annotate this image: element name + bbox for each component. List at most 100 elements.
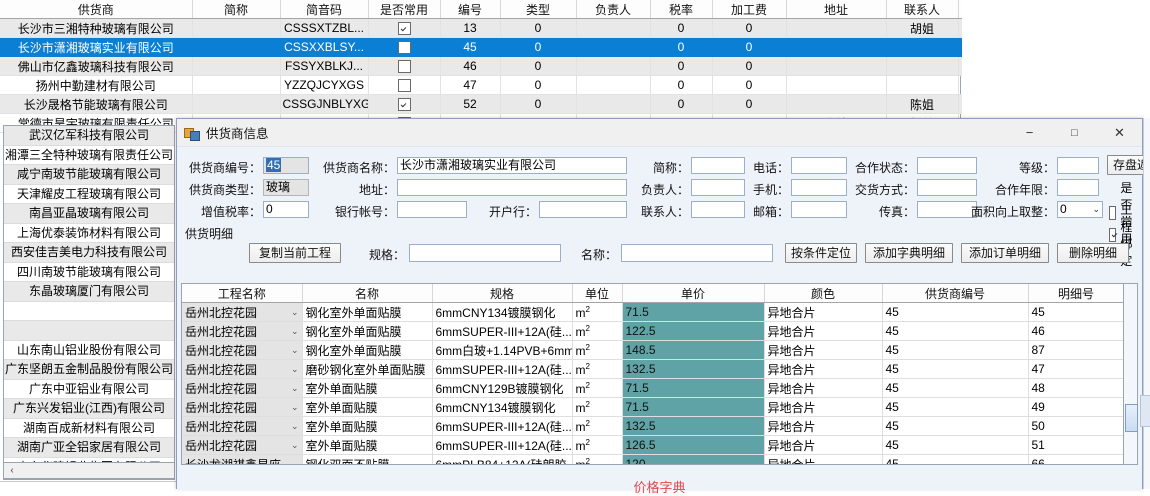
bank-account-input[interactable] (397, 201, 467, 218)
save-return-button[interactable]: 存盘返回 (1107, 155, 1150, 175)
col-abbr[interactable]: 简称 (192, 0, 281, 19)
chevron-down-icon[interactable]: ⌄ (290, 459, 299, 465)
project-combo-cell[interactable]: 长沙龙湖祺鑫星座 ⌄ (182, 454, 303, 465)
dcol-color[interactable]: 颜色 (764, 284, 883, 303)
table-row[interactable]: 岳州北控花园 ⌄ 室外单面贴膜 6mmCNY134镀膜钢化 m2 71.5 异地合片 45 49 (182, 397, 1125, 417)
detail-grid-scroll-thumb[interactable] (1125, 404, 1138, 432)
add-dict-detail-button[interactable]: 添加字典明细 (865, 243, 953, 263)
col-code[interactable]: 简音码 (280, 0, 369, 19)
chevron-down-icon[interactable]: ⌄ (290, 383, 299, 393)
table-row[interactable]: 长沙市三湘特种玻璃有限公司 CSSSXTZBL... 13 0 0 0 胡姐 (0, 18, 1021, 38)
close-icon[interactable]: ✕ (1114, 124, 1125, 140)
table-row[interactable]: 岳州北控花园 ⌄ 室外单面贴膜 6mmSUPER-III+12A(硅... m2 126.… (182, 435, 1125, 455)
list-item[interactable]: 四川南玻节能玻璃有限公司 (4, 263, 174, 282)
abbr-input[interactable] (691, 157, 745, 174)
dcol-name[interactable]: 名称 (302, 284, 433, 303)
dcol-spec[interactable]: 规格 (432, 284, 573, 303)
name-filter-input[interactable] (621, 244, 773, 262)
table-row[interactable]: 岳州北控花园 ⌄ 磨砂钢化室外单面贴膜 6mmSUPER-III+12A(硅... m2… (182, 359, 1125, 379)
table-row[interactable]: 佛山市亿鑫玻璃科技有限公司 FSSYXBLKJ... 46 0 0 0 (0, 56, 1021, 76)
common-checkbox-cell[interactable] (368, 75, 441, 95)
project-combo-cell[interactable]: 岳州北控花园 ⌄ (182, 302, 303, 322)
list-item[interactable]: 天津耀皮工程玻璃有限公司 (4, 185, 174, 204)
chevron-down-icon[interactable]: ⌄ (290, 421, 299, 431)
common-checkbox[interactable] (397, 98, 411, 112)
fax-input[interactable] (917, 201, 977, 218)
table-row[interactable]: 岳州北控花园 ⌄ 室外单面贴膜 6mmCNY129B镀膜钢化 m2 71.5 异地合片 45 4… (182, 378, 1125, 398)
table-row[interactable]: 岳州北控花园 ⌄ 室外单面贴膜 6mmSUPER-III+12A(硅... m2 132.… (182, 416, 1125, 436)
detail-grid[interactable]: 工程名称 名称 规格 单位 单价 颜色 供货商编号 明细号 岳州北控花园 ⌄ 钢化室… (181, 283, 1130, 465)
common-checkbox[interactable] (397, 79, 411, 93)
list-item[interactable]: 湘潭三全特种玻璃有限责任公司 (4, 146, 174, 165)
list-item[interactable]: 广东兴发铝业(江西)有限公司 (4, 399, 174, 419)
list-item[interactable]: 广东坚朗五金制品股份有限公司 (4, 360, 174, 380)
common-checkbox-cell[interactable] (368, 94, 441, 114)
list-item[interactable]: 广东中亚铝业有限公司 (4, 380, 174, 399)
col-contact[interactable]: 联系人 (886, 0, 959, 19)
table-row[interactable]: 长沙晟格节能玻璃有限公司CSSGJNBLYXGS52000陈姐180751 (0, 94, 1021, 114)
email-input[interactable] (791, 201, 847, 218)
project-combo-cell[interactable]: 岳州北控花园 ⌄ (182, 397, 303, 417)
list-item[interactable]: 山东南山铝业股份有限公司 (4, 341, 174, 360)
supplier-name-input[interactable]: 长沙市潇湘玻璃实业有限公司 (397, 157, 627, 174)
list-item[interactable]: 武汉亿军科技有限公司 (4, 126, 174, 146)
project-combo-cell[interactable]: 岳州北控花园 ⌄ (182, 359, 303, 379)
chevron-down-icon[interactable]: ⌄ (290, 345, 299, 355)
level-input[interactable] (1057, 157, 1099, 174)
locate-by-condition-button[interactable]: 按条件定位 (785, 243, 857, 263)
dcol-supplier-no[interactable]: 供货商编号 (882, 284, 1029, 303)
table-row[interactable]: 长沙龙湖祺鑫星座 ⌄ 钢化双面不贴膜 6mmPLB84+12A(硅朗胶... m2 120… (182, 454, 1125, 465)
list-item[interactable] (4, 302, 174, 321)
table-row[interactable]: 岳州北控花园 ⌄ 钢化室外单面贴膜 6mm白玻+1.14PVB+6mm... m2 148… (182, 340, 1125, 360)
project-combo-cell[interactable]: 岳州北控花园 ⌄ (182, 340, 303, 360)
supplier-grid[interactable]: 供货商 简称 简音码 是否常用 编号 类型 负责人 税率 加工费 地址 联系人 … (0, 0, 1021, 133)
list-item[interactable]: 南昌亚晶玻璃有限公司 (4, 204, 174, 224)
common-checkbox[interactable] (397, 41, 411, 55)
phone-input[interactable] (791, 157, 847, 174)
col-supplier[interactable]: 供货商 (0, 0, 193, 19)
table-row[interactable]: 扬州中勤建材有限公司 YZZQJCYXGS 47 0 0 0 (0, 75, 1021, 95)
common-checkbox-cell[interactable] (368, 37, 441, 57)
scroll-left-icon[interactable]: ‹ (10, 465, 14, 476)
is-common-checkbox[interactable] (1109, 206, 1117, 220)
vat-input[interactable]: 0 (263, 201, 309, 218)
is-common-checkbox-row[interactable]: 是否常用 (1109, 179, 1142, 247)
col-owner[interactable]: 负责人 (576, 0, 651, 19)
col-no[interactable]: 编号 (440, 0, 501, 19)
common-checkbox-cell[interactable] (368, 56, 441, 76)
common-checkbox[interactable] (397, 60, 411, 74)
supplier-sidebar-list[interactable]: 武汉亿军科技有限公司 湘潭三全特种玻璃有限责任公司 咸宁南玻节能玻璃有限公司 天津耀皮… (3, 125, 175, 480)
bank-name-input[interactable] (539, 201, 627, 218)
col-address[interactable]: 地址 (786, 0, 887, 19)
table-row[interactable]: 岳州北控花园 ⌄ 钢化室外单面贴膜 6mmSUPER-III+12A(硅... m2 12… (182, 321, 1125, 341)
round-area-select[interactable]: 0 ⌄ (1057, 201, 1103, 218)
detail-grid-vscrollbar[interactable] (1123, 283, 1138, 465)
minimize-icon[interactable]: − (1025, 125, 1034, 140)
contact-input[interactable] (691, 201, 745, 218)
table-row[interactable]: 长沙市潇湘玻璃实业有限公司 CSSXXBLSY... 45 0 0 0 (0, 37, 1021, 57)
address-input[interactable] (397, 179, 627, 196)
project-combo-cell[interactable]: 岳州北控花园 ⌄ (182, 416, 303, 436)
list-item[interactable]: 咸宁南玻节能玻璃有限公司 (4, 165, 174, 185)
delivery-input[interactable] (917, 179, 977, 196)
delete-detail-button[interactable]: 删除明细 (1057, 243, 1129, 263)
project-combo-cell[interactable]: 岳州北控花园 ⌄ (182, 378, 303, 398)
col-type[interactable]: 类型 (500, 0, 577, 19)
project-combo-cell[interactable]: 岳州北控花园 ⌄ (182, 321, 303, 341)
chevron-down-icon[interactable]: ⌄ (290, 402, 299, 412)
owner-input[interactable] (691, 179, 745, 196)
chevron-down-icon[interactable]: ⌄ (290, 307, 299, 317)
list-item[interactable]: 西安佳吉美电力科技有限公司 (4, 243, 174, 263)
supplier-no-input[interactable]: 45 (263, 157, 309, 174)
add-order-detail-button[interactable]: 添加订单明细 (961, 243, 1049, 263)
dcol-detail-no[interactable]: 明细号 (1028, 284, 1125, 303)
chevron-down-icon[interactable]: ⌄ (290, 440, 299, 450)
col-common[interactable]: 是否常用 (368, 0, 441, 19)
spec-filter-input[interactable] (409, 244, 561, 262)
col-fee[interactable]: 加工费 (712, 0, 787, 19)
maximize-icon[interactable]: □ (1071, 126, 1078, 139)
list-item[interactable] (4, 321, 174, 341)
common-checkbox[interactable] (397, 22, 411, 36)
copy-current-project-button[interactable]: 复制当前工程 (249, 243, 341, 263)
list-item[interactable]: 上海优泰装饰材料有限公司 (4, 224, 174, 243)
